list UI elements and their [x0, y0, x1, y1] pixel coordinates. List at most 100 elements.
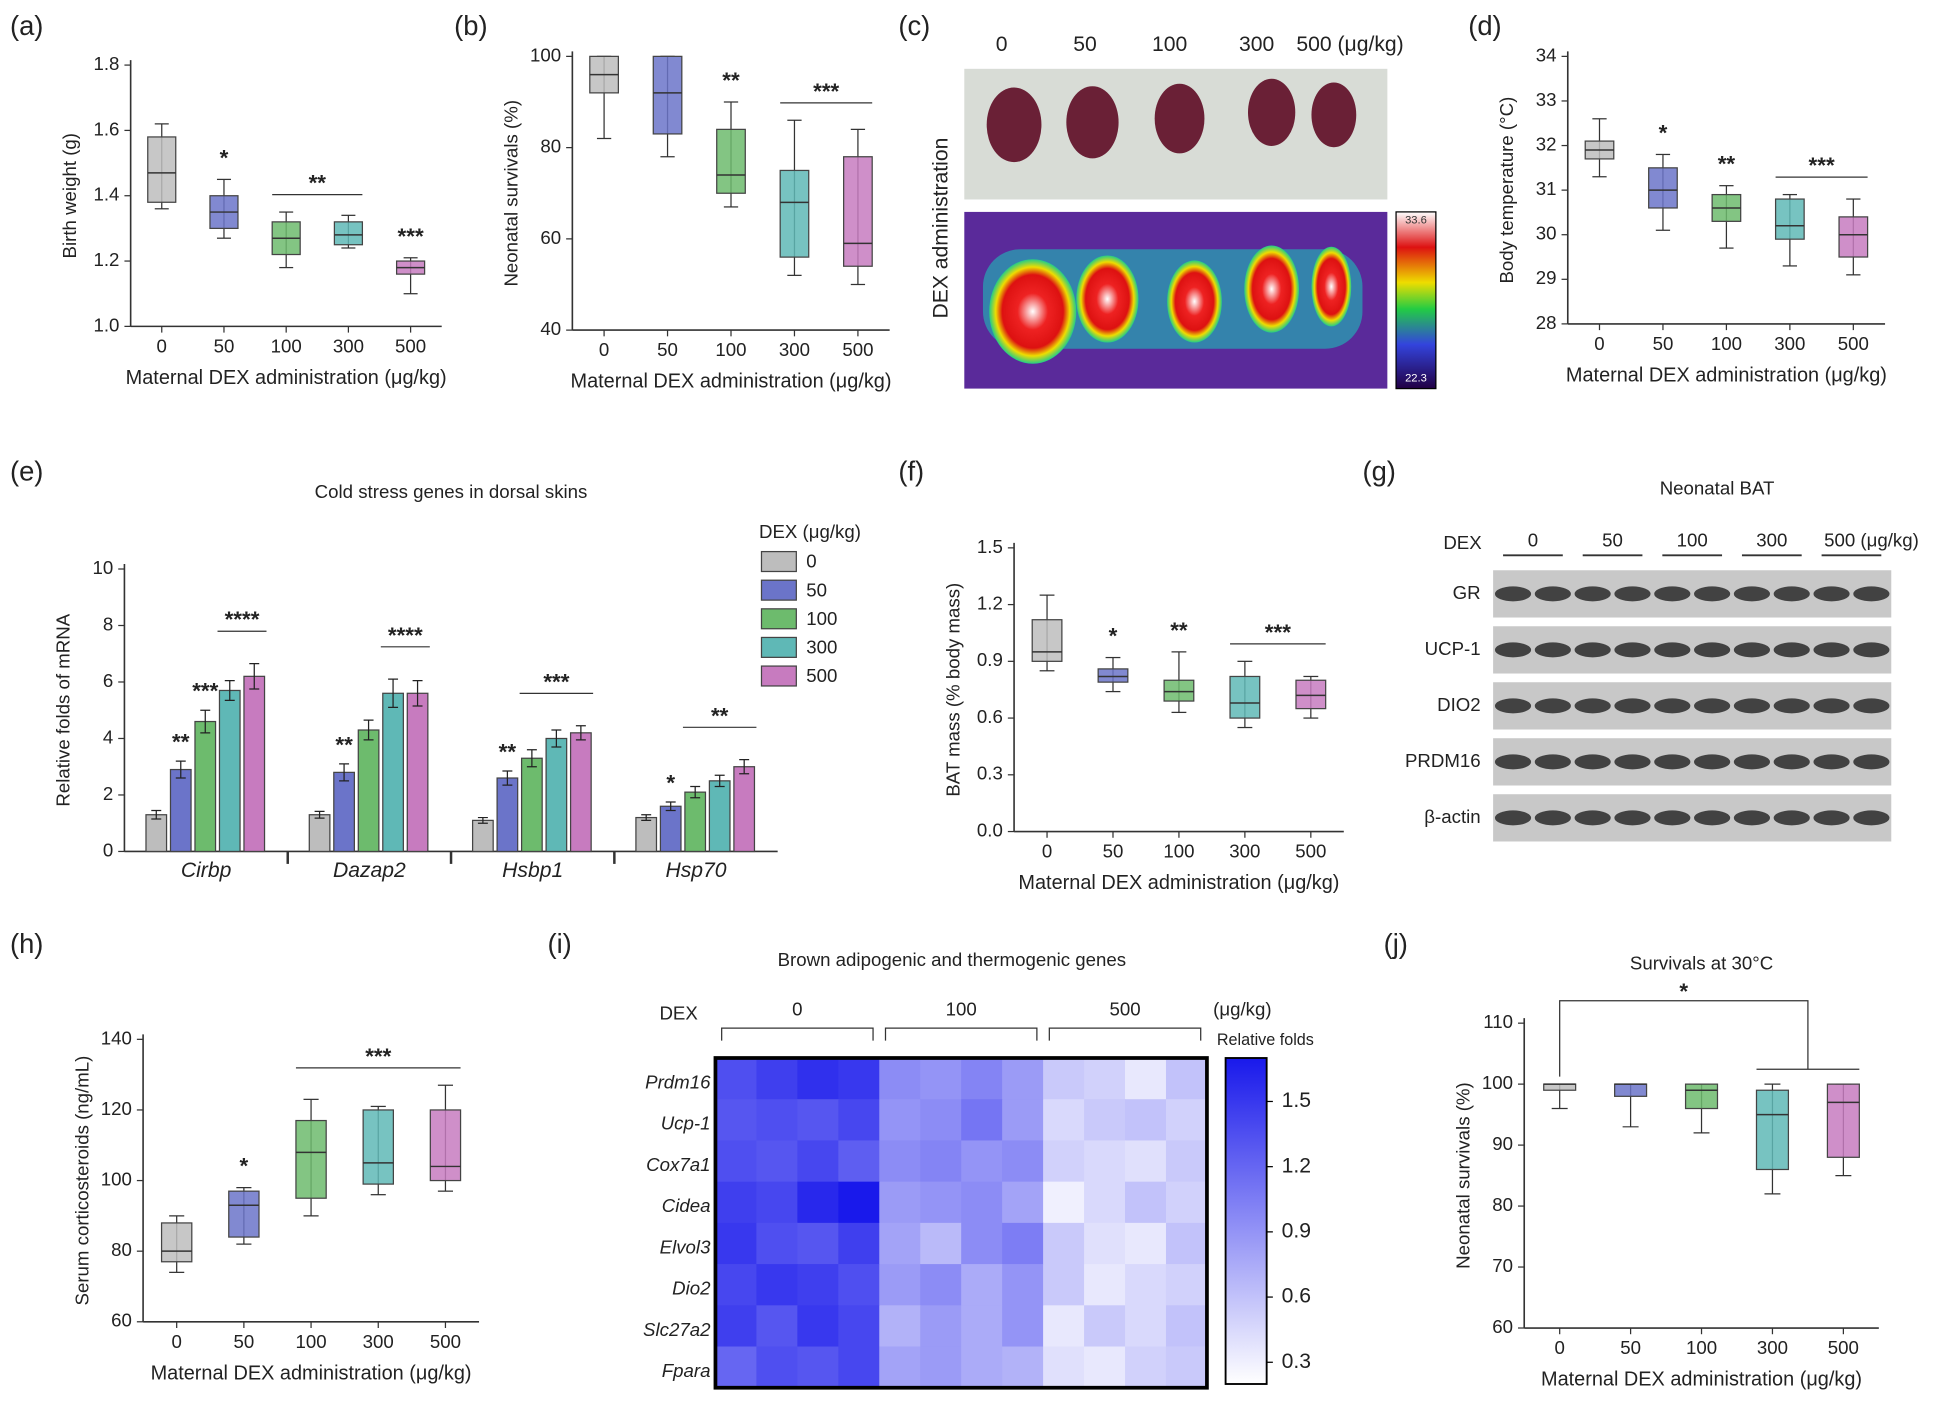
colorbar — [1224, 1057, 1268, 1385]
y-tick-label: 8 — [103, 613, 113, 634]
cell — [1125, 1264, 1167, 1306]
row-label: Cox7a1 — [646, 1154, 710, 1175]
y-tick-label: 31 — [1536, 178, 1557, 199]
cell — [1043, 1346, 1085, 1389]
cell — [961, 1058, 1003, 1100]
error-bar — [502, 770, 513, 786]
x-tick-label: 0 — [171, 1331, 181, 1352]
colorbar-tick-label: 0.3 — [1282, 1350, 1311, 1373]
bar — [659, 805, 682, 853]
y-tick-label: 100 — [530, 44, 561, 65]
chart-title: Cold stress genes in dorsal skins — [315, 481, 588, 502]
y-tick-label: 33 — [1536, 89, 1557, 110]
band — [1614, 754, 1651, 770]
cell — [1084, 1264, 1126, 1306]
legend-label: 50 — [806, 579, 827, 600]
significance: *** — [543, 669, 569, 694]
band — [1534, 810, 1571, 826]
thermal-pup — [989, 259, 1077, 364]
x-tick-label: Dazap2 — [333, 859, 406, 882]
bar — [471, 819, 494, 853]
band — [1813, 810, 1850, 826]
x-axis-label: Maternal DEX administration (μg/kg) — [126, 367, 447, 389]
cell — [879, 1140, 921, 1183]
cell — [756, 1346, 798, 1389]
band — [1694, 810, 1731, 826]
panel-letter: (d) — [1468, 10, 1501, 41]
y-tick-label: 80 — [1492, 1194, 1513, 1215]
error-bar — [224, 679, 235, 701]
dose-label: 50 — [1602, 530, 1623, 551]
error-bar — [641, 814, 652, 822]
y-tick-label: 1.2 — [977, 593, 1003, 614]
box — [160, 1222, 193, 1263]
band — [1733, 586, 1771, 602]
band — [1853, 586, 1890, 602]
cell — [1084, 1099, 1126, 1142]
band — [1733, 642, 1771, 658]
box — [147, 136, 177, 203]
legend-swatch — [760, 550, 797, 573]
cell — [1125, 1058, 1167, 1100]
x-tick-label: Cirbp — [181, 859, 232, 882]
y-tick-label: 100 — [101, 1168, 132, 1189]
dose-label: 100 — [1152, 33, 1187, 56]
bar — [308, 814, 331, 853]
dex-label: DEX — [1443, 532, 1482, 553]
bar — [333, 771, 355, 853]
cell — [797, 1305, 839, 1348]
x-tick-label: Hsbp1 — [502, 859, 563, 882]
box — [652, 55, 683, 135]
error-bar — [477, 816, 488, 824]
bar — [708, 780, 731, 853]
legend-label: 0 — [806, 551, 816, 572]
protein-label: UCP-1 — [1425, 638, 1481, 659]
error-bar — [714, 774, 725, 788]
legend-title: DEX (μg/kg) — [759, 521, 861, 542]
significance: * — [1679, 979, 1688, 1004]
band — [1494, 698, 1532, 714]
y-axis-label: Birth weight (g) — [59, 133, 80, 258]
protein-label: GR — [1453, 582, 1481, 603]
error-bar — [739, 759, 750, 775]
y-tick-label: 1.4 — [94, 184, 120, 205]
bar — [169, 768, 192, 853]
significance: * — [240, 1154, 249, 1179]
significance: ** — [1170, 618, 1188, 643]
cell — [920, 1264, 962, 1306]
legend-swatch — [760, 579, 797, 601]
band — [1574, 586, 1611, 602]
legend-label: 100 — [806, 608, 837, 629]
box — [1838, 216, 1869, 258]
cell — [715, 1181, 758, 1224]
y-tick-label: 6 — [103, 670, 113, 691]
significance: *** — [365, 1044, 391, 1069]
panel-letter: (j) — [1384, 928, 1408, 959]
y-tick-label: 0.3 — [977, 763, 1003, 784]
band — [1494, 810, 1532, 826]
error-bar — [151, 809, 162, 820]
band — [1494, 642, 1532, 658]
y-tick-label: 1.2 — [94, 249, 120, 270]
significance: * — [666, 771, 675, 796]
band — [1694, 642, 1731, 658]
x-tick-label: Hsp70 — [665, 859, 726, 882]
group-label: 0 — [792, 999, 802, 1020]
cell — [920, 1305, 962, 1348]
x-tick-label: 300 — [363, 1331, 394, 1352]
colorbar-tick-label: 1.2 — [1282, 1154, 1311, 1177]
panel-letter: (g) — [1362, 455, 1395, 486]
cell — [1043, 1181, 1085, 1224]
x-tick-label: 100 — [1686, 1337, 1717, 1358]
y-tick-label: 100 — [1482, 1072, 1513, 1093]
x-tick-label: 500 — [395, 335, 426, 356]
x-tick-label: 50 — [1103, 841, 1124, 862]
band — [1773, 810, 1810, 826]
x-tick-label: 300 — [333, 335, 364, 356]
cell — [1165, 1140, 1208, 1183]
band — [1694, 698, 1731, 714]
error-bar — [412, 679, 423, 707]
cell — [1165, 1264, 1208, 1306]
y-tick-label: 4 — [103, 726, 113, 747]
